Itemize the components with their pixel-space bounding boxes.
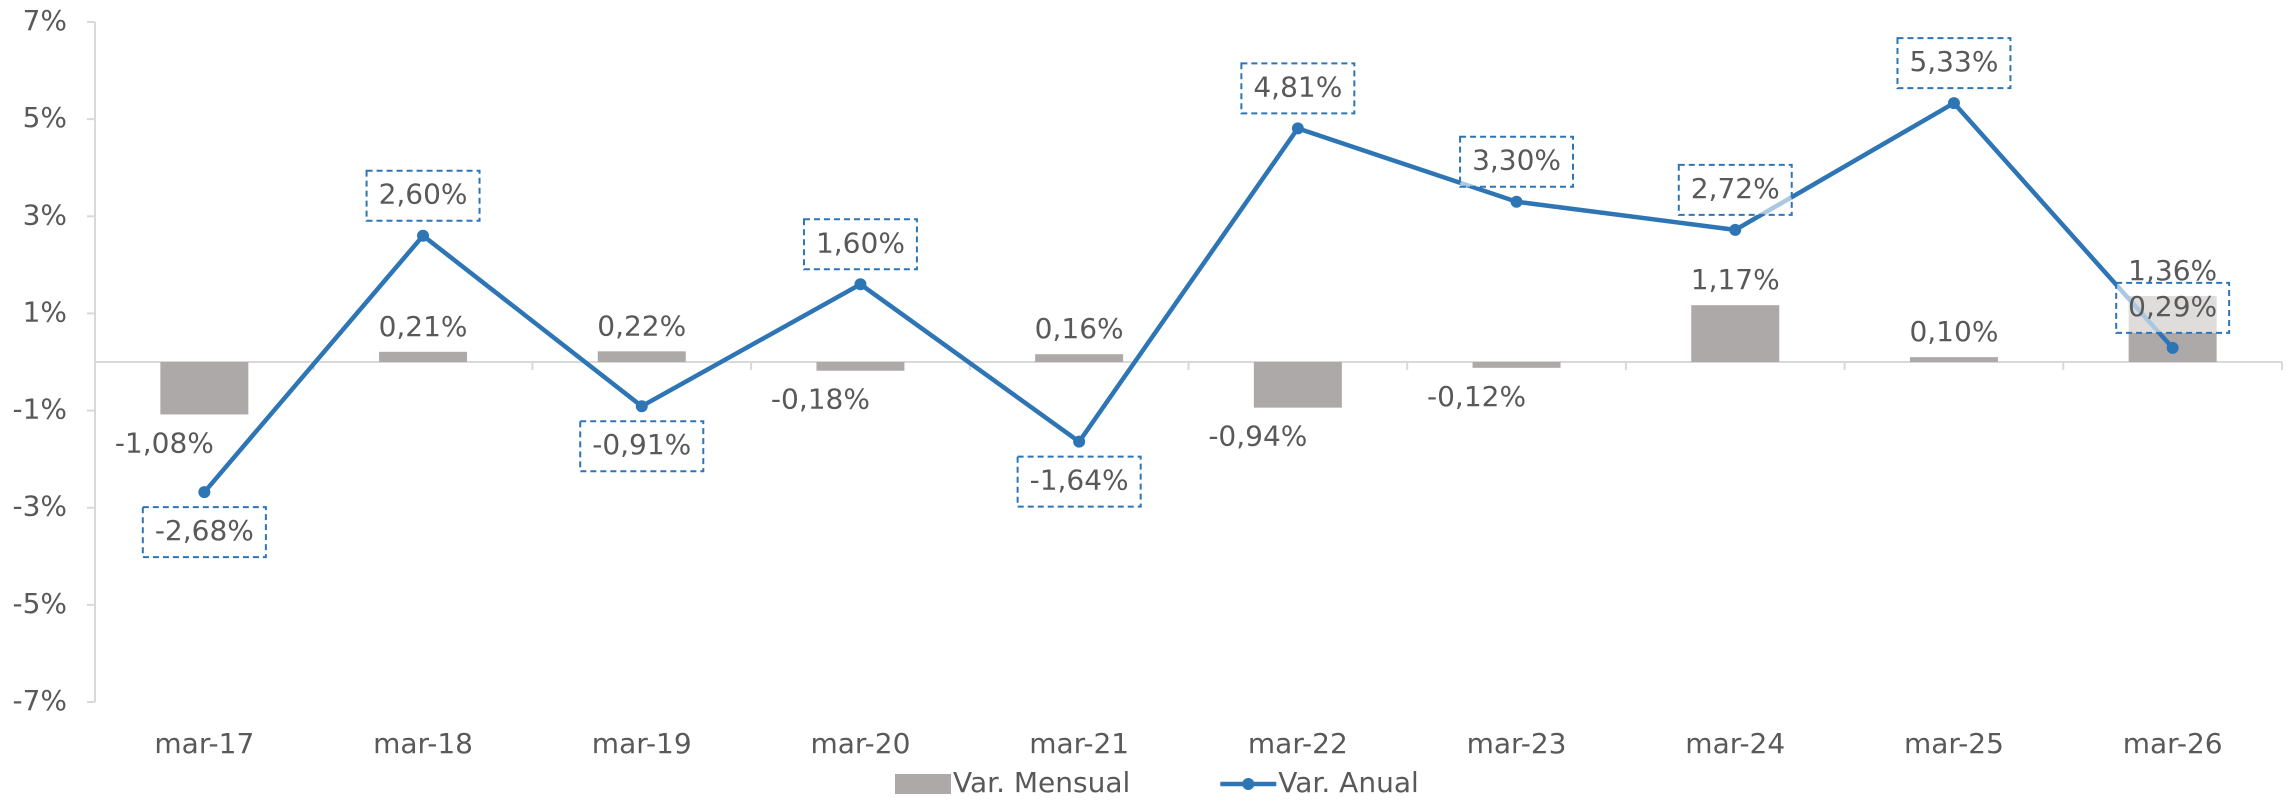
legend-swatch xyxy=(895,774,951,794)
value-label-box xyxy=(802,218,918,271)
bar-value-label: 0,16% xyxy=(1035,312,1124,345)
value-label-box xyxy=(1459,135,1575,188)
line-marker xyxy=(198,486,211,499)
y-tick-label: 5% xyxy=(23,101,67,134)
bar xyxy=(1253,362,1342,408)
x-tick-label: mar-25 xyxy=(1904,727,2004,760)
bar-value-label: 1,36% xyxy=(2128,254,2217,287)
line-value-label: 0,29% xyxy=(2128,290,2217,323)
x-tick-label: mar-23 xyxy=(1467,727,1567,760)
y-tick-label: -7% xyxy=(12,684,67,717)
value-label-box xyxy=(1677,163,1793,216)
bar-value-label: -1,08% xyxy=(115,426,214,459)
bar-value-label: 1,17% xyxy=(1691,263,1780,296)
line xyxy=(202,100,2175,494)
y-tick-label: -5% xyxy=(12,587,67,620)
legend-label: Var. Mensual xyxy=(953,766,1130,799)
x-tick-label: mar-18 xyxy=(373,727,473,760)
value-label-box xyxy=(1896,37,2012,90)
line-marker xyxy=(1073,435,1086,448)
line-marker xyxy=(1947,97,1960,110)
line-value-label: -2,68% xyxy=(155,514,254,547)
x-tick-label: mar-20 xyxy=(811,727,911,760)
value-label-box xyxy=(1240,62,1356,115)
line-marker xyxy=(635,400,648,413)
line-value-label: 5,33% xyxy=(1909,45,1998,78)
y-tick-label: -3% xyxy=(12,490,67,523)
x-tick-label: mar-24 xyxy=(1685,727,1785,760)
line-marker xyxy=(854,278,867,291)
line-value-label: 2,72% xyxy=(1691,172,1780,205)
y-tick-label: 1% xyxy=(23,295,67,328)
line-marker xyxy=(2166,341,2179,354)
bar xyxy=(1472,362,1561,368)
value-label-box xyxy=(141,506,267,559)
value-label-box xyxy=(365,169,481,222)
bar-value-label: -0,12% xyxy=(1427,380,1526,413)
x-tick-label: mar-22 xyxy=(1248,727,1348,760)
bar xyxy=(1691,305,1780,362)
bar xyxy=(597,351,686,362)
line-marker xyxy=(1510,195,1523,208)
value-label-box xyxy=(579,420,705,473)
bar-value-label: 0,22% xyxy=(597,309,686,342)
bar-value-label: 0,10% xyxy=(1909,315,1998,348)
line-marker xyxy=(417,229,430,242)
bar xyxy=(1035,354,1124,362)
legend-marker xyxy=(1242,778,1255,790)
bar xyxy=(160,362,249,415)
value-label-box xyxy=(2115,281,2231,334)
line-value-label: 2,60% xyxy=(379,178,468,211)
line-value-label: -1,64% xyxy=(1030,464,1129,497)
line-value-label: -0,91% xyxy=(592,428,691,461)
bar-value-label: -0,18% xyxy=(771,383,870,416)
line-value-label: 3,30% xyxy=(1472,144,1561,177)
y-tick-label: 3% xyxy=(23,198,67,231)
line-marker xyxy=(1291,122,1304,135)
line-marker xyxy=(1729,223,1742,236)
bar xyxy=(816,362,905,371)
bar xyxy=(379,351,468,362)
x-tick-label: mar-19 xyxy=(592,727,692,760)
legend-label: Var. Anual xyxy=(1278,766,1418,799)
line-value-label: 1,60% xyxy=(816,226,905,259)
bar-value-label: -0,94% xyxy=(1208,420,1307,453)
bar xyxy=(1909,357,1998,362)
y-tick-label: 7% xyxy=(23,4,67,37)
x-tick-label: mar-17 xyxy=(154,727,254,760)
bar-value-label: 0,21% xyxy=(379,310,468,343)
line-value-label: 4,81% xyxy=(1253,70,1342,103)
x-tick-label: mar-21 xyxy=(1029,727,1129,760)
value-label-box xyxy=(1016,455,1142,508)
y-tick-label: -1% xyxy=(12,393,67,426)
x-tick-label: mar-26 xyxy=(2123,727,2223,760)
